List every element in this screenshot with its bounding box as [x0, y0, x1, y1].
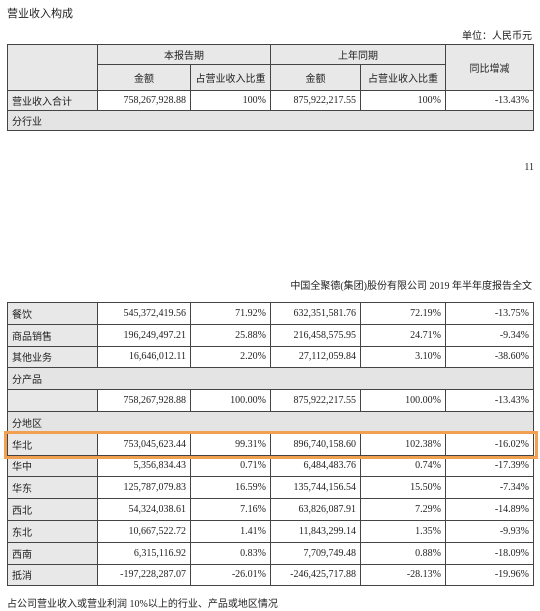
cell: 7,709,749.48 — [270, 541, 361, 565]
cell: 196,249,497.21 — [97, 323, 191, 347]
cell: -246,425,717.88 — [270, 563, 361, 587]
cell: 24.71% — [360, 323, 446, 347]
data-row: 商品销售 196,249,497.21 25.88% 216,458,575.95 24… — [7, 323, 534, 347]
page-number: 11 — [524, 162, 534, 173]
cell: 632,351,581.76 — [270, 302, 361, 325]
cell: 11,843,299.14 — [270, 519, 361, 543]
data-row: 营业收入合计 758,267,928.88 100% 875,922,217.55 10… — [7, 90, 534, 111]
cell: 10,667,522.72 — [97, 519, 191, 543]
cell: -26.01% — [190, 563, 271, 587]
cell: 100.00% — [190, 389, 271, 412]
cell: -9.93% — [445, 519, 534, 543]
section-row: 分地区 — [7, 410, 534, 434]
section-row: 分产品 — [7, 367, 534, 391]
header-cell: 本报告期 — [97, 44, 271, 65]
cell: -18.09% — [445, 541, 534, 565]
cell: 875,922,217.55 — [270, 389, 361, 412]
income-table-top: 本报告期 上年同期 同比增减 金额 占营业收入比重 金额 占营业收入比重 营业收入合计… — [7, 44, 534, 131]
cell: 16,646,012.11 — [97, 345, 191, 369]
cell: -14.89% — [445, 498, 534, 521]
highlight-box — [4, 431, 538, 459]
row-label — [7, 389, 98, 412]
header-cell: 上年同期 — [270, 44, 446, 65]
cell: -197,228,287.07 — [97, 563, 191, 587]
header-cell: 占营业收入比重 — [190, 64, 271, 91]
row-label: 华中 — [7, 454, 98, 478]
data-row: 餐饮 545,372,419.56 71.92% 632,351,581.76 72.1… — [7, 302, 534, 325]
cell: 100% — [190, 90, 271, 111]
header-cell: 占营业收入比重 — [360, 64, 446, 91]
running-header: 中国全聚德(集团)股份有限公司 2019 年半年度报告全文 — [290, 281, 532, 292]
row-label: 华东 — [7, 476, 98, 500]
row-label: 西北 — [7, 498, 98, 521]
cell: 100% — [360, 90, 446, 111]
row-label: 东北 — [7, 519, 98, 543]
section-title: 营业收入构成 — [7, 8, 73, 20]
data-row: 东北 10,667,522.72 1.41% 11,843,299.14 1.35% -9… — [7, 519, 534, 543]
cell: 71.92% — [190, 302, 271, 325]
data-row: 抵消 -197,228,287.07 -26.01% -246,425,717.88-… — [7, 563, 534, 587]
header-cell: 同比增减 — [445, 44, 534, 91]
cell: -38.60% — [445, 345, 534, 369]
row-label: 抵消 — [7, 563, 98, 587]
cell: -13.43% — [445, 389, 534, 412]
cell: 125,787,079.83 — [97, 476, 191, 500]
cell: 6,315,116.92 — [97, 541, 191, 565]
footer-note: 占公司营业收入或营业利润 10%以上的行业、产品或地区情况 — [7, 599, 278, 610]
header-cell: 金额 — [270, 64, 361, 91]
data-row: 华北 753,045,623.44 99.31% 896,740,158.60 102.… — [7, 432, 534, 456]
data-row: 其他业务 16,646,012.11 2.20% 27,112,059.84 3.10%… — [7, 345, 534, 369]
cell: 7.16% — [190, 498, 271, 521]
section-cell: 分地区 — [7, 410, 534, 434]
cell: 25.88% — [190, 323, 271, 347]
cell: 15.50% — [360, 476, 446, 500]
cell: 1.41% — [190, 519, 271, 543]
cell: 216,458,575.95 — [270, 323, 361, 347]
section-cell: 分行业 — [7, 110, 534, 131]
row-label: 西南 — [7, 541, 98, 565]
cell: 7.29% — [360, 498, 446, 521]
cell: 758,267,928.88 — [97, 90, 191, 111]
cell: -7.34% — [445, 476, 534, 500]
unit: 单位：人民币元 — [462, 31, 532, 42]
cell: 2.20% — [190, 345, 271, 369]
row-label: 其他业务 — [7, 345, 98, 369]
cell: 72.19% — [360, 302, 446, 325]
cell: 63,826,087.91 — [270, 498, 361, 521]
cell: 1.35% — [360, 519, 446, 543]
income-table-bottom: 餐饮 545,372,419.56 71.92% 632,351,581.76 72.1… — [7, 302, 534, 587]
header-cell: 金额 — [97, 64, 191, 91]
data-row: 西南 6,315,116.92 0.83% 7,709,749.48 0.88% -18.… — [7, 541, 534, 565]
cell: -9.34% — [445, 323, 534, 347]
row-label: 餐饮 — [7, 302, 98, 325]
cell: -28.13% — [360, 563, 446, 587]
cell: -13.43% — [445, 90, 534, 111]
data-row: 758,267,928.88 100.00% 875,922,217.55 100.0… — [7, 389, 534, 412]
data-row: 华东 125,787,079.83 16.59% 135,744,156.54 15.5… — [7, 476, 534, 500]
row-label: 营业收入合计 — [7, 90, 98, 111]
cell: 54,324,038.61 — [97, 498, 191, 521]
cell: -19.96% — [445, 563, 534, 587]
data-row: 西北 54,324,038.61 7.16% 63,826,087.91 7.29% -1… — [7, 498, 534, 521]
row-label: 商品销售 — [7, 323, 98, 347]
cell: 100.00% — [360, 389, 446, 412]
cell: 27,112,059.84 — [270, 345, 361, 369]
cell: 3.10% — [360, 345, 446, 369]
cell: 875,922,217.55 — [270, 90, 361, 111]
data-row: 华中 5,356,834.43 0.71% 6,484,483.76 0.74% -17.… — [7, 454, 534, 478]
cell: -13.75% — [445, 302, 534, 325]
cell: 758,267,928.88 — [97, 389, 191, 412]
section-row: 分行业 — [7, 110, 534, 131]
cell: 0.88% — [360, 541, 446, 565]
cell: 545,372,419.56 — [97, 302, 191, 325]
cell: 16.59% — [190, 476, 271, 500]
cell: 135,744,156.54 — [270, 476, 361, 500]
section-cell: 分产品 — [7, 367, 534, 391]
cell: 0.83% — [190, 541, 271, 565]
header-cell — [7, 44, 98, 91]
